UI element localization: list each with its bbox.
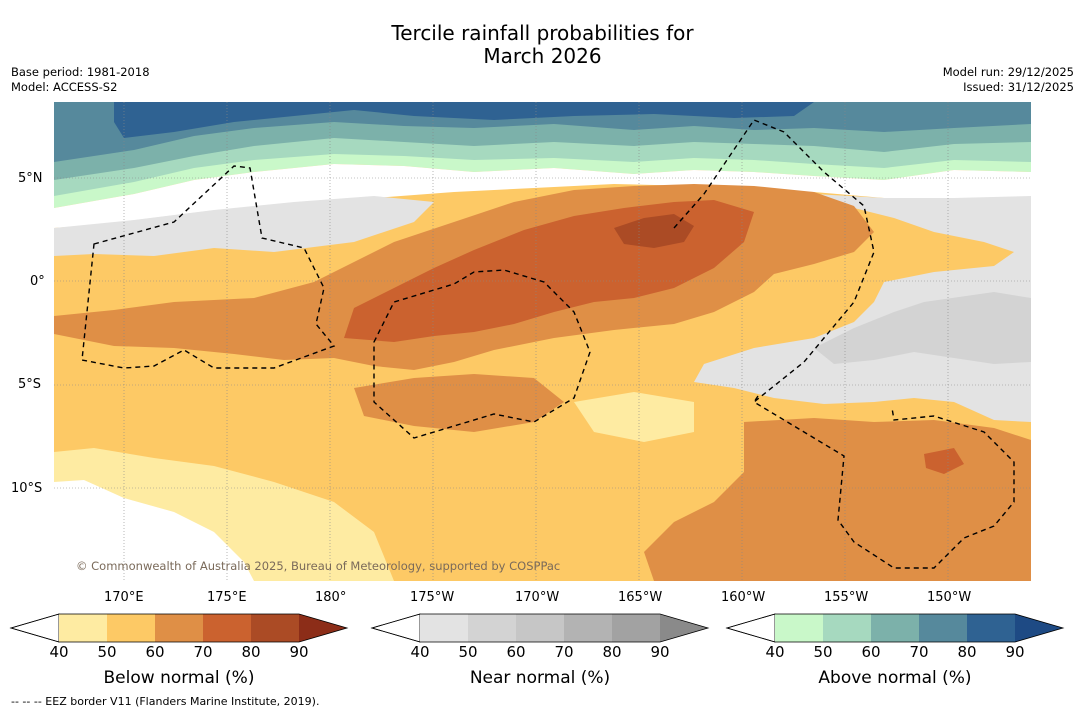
near-normal-east-50 [814,292,1031,364]
colorbar-outline [9,613,349,643]
model-run-date: Model run: 29/12/2025 [942,65,1074,79]
lon-label-165w: 165°W [618,590,663,605]
base-period: Base period: 1981-2018 [11,65,150,79]
colorbar-outline [725,613,1065,643]
lon-label-175w: 175°W [410,590,455,605]
colorbar-extend-low [725,613,776,643]
white-patch-southwest [54,480,254,581]
cb2-tick-60: 60 [861,643,881,661]
lon-label-180: 180° [315,590,347,605]
colorbar-label-above-normal: Above normal (%) [818,668,972,688]
colorbar-segment [468,614,516,642]
copyright-notice: © Commonwealth of Australia 2025, Bureau… [76,559,560,573]
colorbar-extend-low [9,613,60,643]
colorbar-extend-high [1015,614,1063,642]
lon-label-150w: 150°W [927,590,972,605]
colorbar-label-below-normal: Below normal (%) [103,668,255,688]
rainfall-probability-map: © Commonwealth of Australia 2025, Bureau… [54,102,1031,581]
map-title-line1: Tercile rainfall probabilities for [391,21,694,45]
cb0-tick-40: 40 [49,643,69,661]
colorbar-segment [516,614,564,642]
model-name: Model: ACCESS-S2 [11,80,118,94]
lon-label-155w: 155°W [824,590,869,605]
colorbar-near-normal [370,613,710,643]
lon-label-175e: 175°E [207,590,247,605]
colorbar-above-normal [725,613,1065,643]
near-normal-west [54,196,434,256]
below-normal-southeast-70 [924,448,964,474]
colorbar-segment [871,614,919,642]
cb0-tick-50: 50 [97,643,117,661]
colorbar-segment [155,614,203,642]
colorbar-below-normal [9,613,349,643]
lon-label-170w: 170°W [515,590,560,605]
cb0-tick-70: 70 [193,643,213,661]
below-normal-80 [614,214,694,248]
above-normal-band-80 [54,102,1031,162]
cb1-tick-60: 60 [506,643,526,661]
lon-label-160w: 160°W [721,590,766,605]
colorbar-segment [919,614,967,642]
colorbar-segment [107,614,155,642]
colorbar-segment [420,614,468,642]
near-normal-east [694,194,1031,422]
colorbar-segment [775,614,823,642]
colorbar-segment [59,614,107,642]
cb1-tick-40: 40 [410,643,430,661]
eez-borders [81,119,1015,569]
below-normal-pale-mid [574,392,694,442]
colorbar-extend-high [299,614,347,642]
cb0-tick-60: 60 [145,643,165,661]
lat-label-5s: 5°S [18,377,42,392]
cb2-tick-50: 50 [813,643,833,661]
cb0-tick-90: 90 [289,643,309,661]
cb2-tick-40: 40 [765,643,785,661]
colorbar-segment [203,614,251,642]
cb2-tick-90: 90 [1005,643,1025,661]
lat-label-0: 0° [30,274,45,289]
cb2-tick-80: 80 [957,643,977,661]
neutral-strip [54,164,1031,228]
cb2-tick-70: 70 [909,643,929,661]
lat-label-5n: 5°N [18,171,43,186]
colorbar-outline [370,613,710,643]
colorbar-segment [251,614,299,642]
map-title-line2: March 2026 [483,44,602,68]
colorbar-segment [612,614,660,642]
graticule [54,102,1031,581]
cb1-tick-80: 80 [602,643,622,661]
lon-label-170e: 170°E [104,590,144,605]
eez-legend-footer: -- -- -- EEZ border V11 (Flanders Marine… [11,695,320,708]
cb0-tick-80: 80 [241,643,261,661]
colorbar-segment [564,614,612,642]
cb1-tick-70: 70 [554,643,574,661]
lat-label-10s: 10°S [11,481,43,496]
cb1-tick-90: 90 [650,643,670,661]
cb1-tick-50: 50 [458,643,478,661]
issued-date: Issued: 31/12/2025 [963,80,1074,94]
colorbar-extend-low [370,613,421,643]
colorbar-label-near-normal: Near normal (%) [469,668,611,688]
colorbar-segment [967,614,1015,642]
colorbar-segment [823,614,871,642]
colorbar-extend-high [660,614,708,642]
colorbars [9,613,1065,643]
